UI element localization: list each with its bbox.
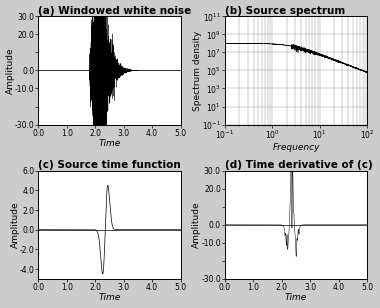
Text: (b) Source spectrum: (b) Source spectrum	[225, 6, 345, 16]
Y-axis label: Amplitude: Amplitude	[192, 201, 201, 248]
Y-axis label: Spectrum density: Spectrum density	[193, 30, 202, 111]
X-axis label: Time: Time	[98, 294, 120, 302]
Text: (a) Windowed white noise: (a) Windowed white noise	[38, 6, 192, 16]
Y-axis label: Amplitude: Amplitude	[10, 201, 19, 248]
X-axis label: Time: Time	[285, 294, 307, 302]
Y-axis label: Amplitude: Amplitude	[6, 47, 14, 94]
X-axis label: Time: Time	[98, 139, 120, 148]
Text: (c) Source time function: (c) Source time function	[38, 160, 181, 170]
Text: (d) Time derivative of (c): (d) Time derivative of (c)	[225, 160, 373, 170]
X-axis label: Frequency: Frequency	[272, 143, 320, 152]
